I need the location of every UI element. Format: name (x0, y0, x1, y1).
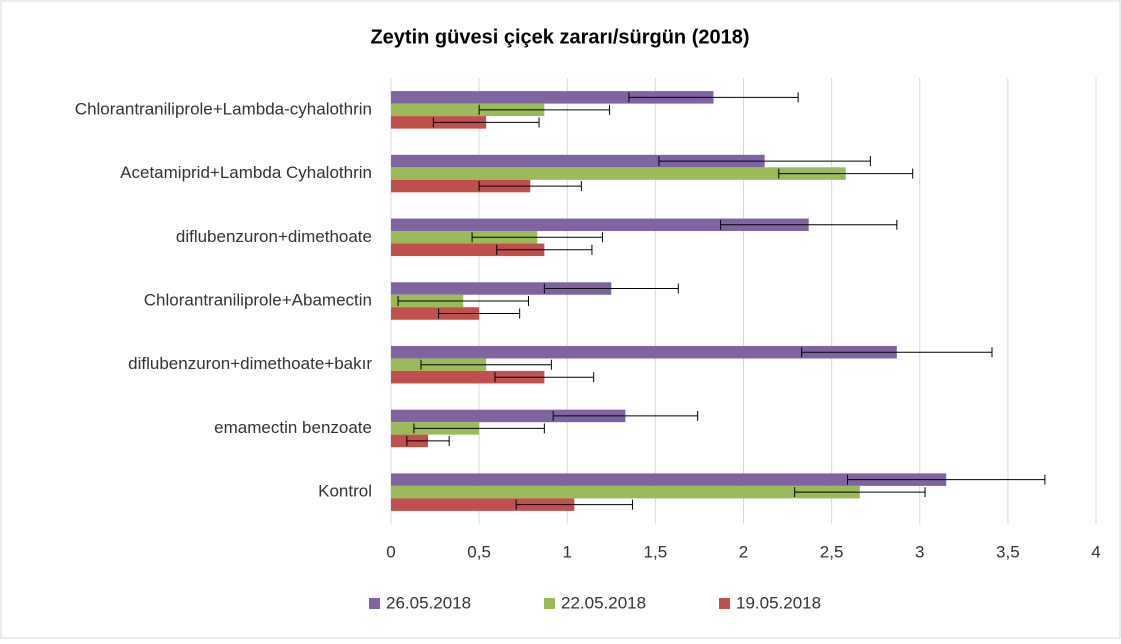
error-bar (552, 410, 699, 421)
legend-label: 19.05.2018 (736, 593, 821, 612)
y-tick-label: Acetamiprid+Lambda Cyhalothrin (120, 163, 372, 182)
error-bar (413, 423, 545, 434)
error-bar (515, 499, 633, 510)
error-bar (406, 435, 450, 446)
x-tick-label: 2 (739, 542, 748, 561)
x-tick-label: 0 (386, 542, 395, 561)
error-bar (543, 283, 679, 294)
bar (391, 485, 860, 499)
error-bar (478, 181, 582, 192)
bar (391, 473, 947, 486)
error-bar (496, 244, 593, 255)
error-bar (432, 117, 540, 128)
bar (391, 218, 809, 232)
error-bar (494, 372, 595, 383)
error-bar (658, 156, 871, 167)
y-tick-label: emamectin benzoate (214, 418, 372, 437)
legend-label: 26.05.2018 (386, 593, 471, 612)
bar (391, 370, 545, 384)
y-tick-label: Kontrol (318, 482, 372, 501)
bar (391, 231, 538, 244)
y-tick-label: diflubenzuron+dimethoate+bakır (128, 354, 372, 373)
bar (391, 282, 612, 295)
legend-swatch (719, 598, 730, 609)
chart-title: Zeytin güvesi çiçek zararı/sürgün (2018) (370, 26, 749, 48)
y-tick-label: Chlorantraniliprole+Abamectin (144, 290, 372, 309)
bar (391, 345, 897, 359)
error-bar (778, 168, 914, 179)
bar (391, 91, 714, 104)
x-tick-label: 2,5 (820, 542, 844, 561)
error-bar (478, 104, 611, 115)
error-bar (794, 487, 926, 498)
legend-swatch (369, 598, 380, 609)
legend-label: 22.05.2018 (561, 593, 646, 612)
error-bar (801, 347, 993, 358)
bar (391, 307, 480, 320)
error-bar (846, 474, 1046, 485)
x-tick-label: 0,5 (467, 542, 491, 561)
x-tick-label: 3,5 (996, 542, 1020, 561)
error-bar (471, 232, 603, 243)
bar (391, 179, 531, 193)
x-tick-label: 1 (563, 542, 572, 561)
error-bar (420, 359, 552, 370)
bar (391, 409, 626, 423)
error-bar (438, 308, 521, 319)
y-tick-label: diflubenzuron+dimethoate (176, 227, 372, 246)
bar (391, 154, 765, 168)
y-tick-label: Chlorantraniliprole+Lambda-cyhalothrin (75, 99, 372, 118)
bar (391, 167, 846, 180)
error-bar (628, 92, 799, 103)
x-tick-label: 3 (915, 542, 924, 561)
bar (391, 498, 575, 511)
bar (391, 103, 545, 117)
error-bar (720, 219, 898, 230)
legend-swatch (544, 598, 555, 609)
bar (391, 243, 545, 257)
error-bar (397, 296, 529, 306)
x-tick-label: 1,5 (644, 542, 668, 561)
x-tick-label: 4 (1091, 542, 1100, 561)
